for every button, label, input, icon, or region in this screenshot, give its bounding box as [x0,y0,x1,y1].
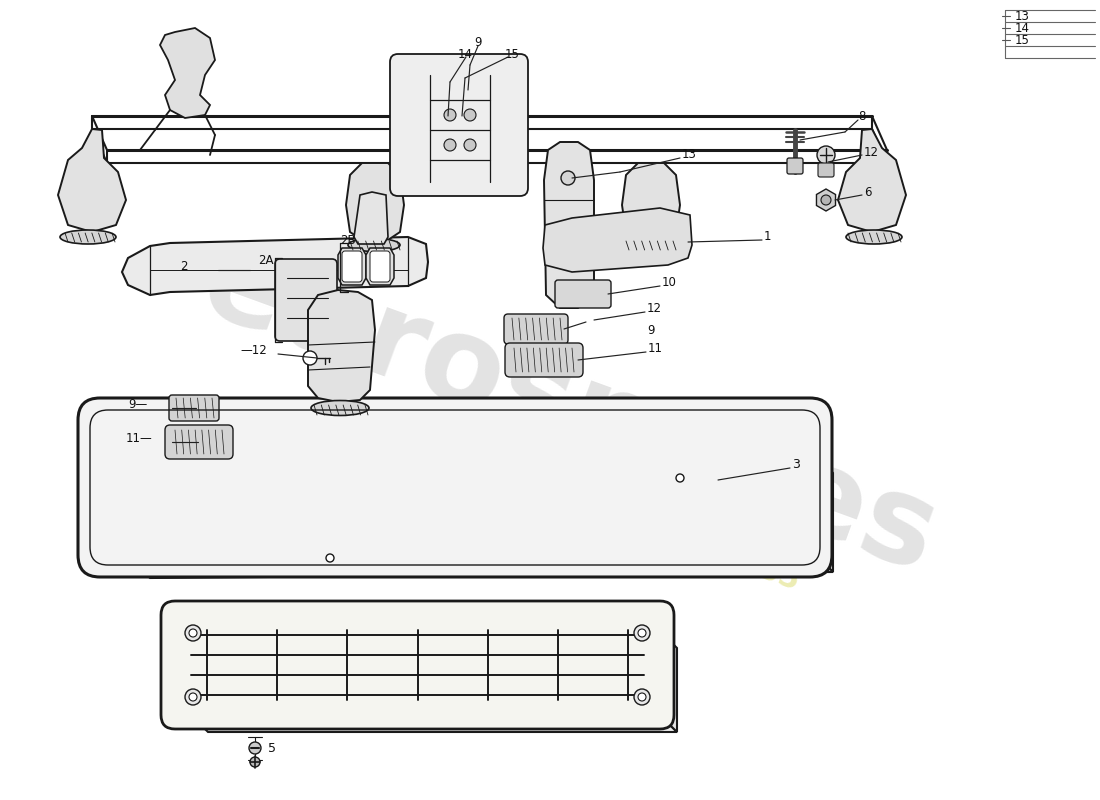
FancyBboxPatch shape [370,251,390,282]
FancyBboxPatch shape [786,158,803,174]
Text: 10: 10 [662,277,676,290]
Circle shape [189,693,197,701]
Polygon shape [116,537,833,578]
Text: eurospares: eurospares [187,223,953,597]
Text: 5: 5 [268,742,276,754]
Text: 11: 11 [648,342,663,355]
Text: —12: —12 [240,345,266,358]
FancyBboxPatch shape [169,395,219,421]
Circle shape [561,171,575,185]
Text: 9—: 9— [128,398,147,411]
Circle shape [444,109,456,121]
Text: 3: 3 [792,458,800,471]
Text: 9: 9 [647,323,654,337]
FancyBboxPatch shape [505,343,583,377]
Ellipse shape [846,230,902,244]
Text: 14: 14 [458,47,473,61]
Text: 11—: 11— [126,433,153,446]
Circle shape [326,554,334,562]
Text: 13: 13 [682,149,697,162]
Circle shape [634,625,650,641]
FancyBboxPatch shape [556,280,610,308]
Polygon shape [798,438,833,572]
Circle shape [464,109,476,121]
FancyBboxPatch shape [390,54,528,196]
Circle shape [817,146,835,164]
Circle shape [638,629,646,637]
Circle shape [302,351,317,365]
Circle shape [185,625,201,641]
Circle shape [250,757,260,767]
Text: 12: 12 [647,302,662,315]
Circle shape [444,139,456,151]
FancyBboxPatch shape [165,425,233,459]
FancyBboxPatch shape [161,601,674,729]
Ellipse shape [624,238,676,251]
Polygon shape [366,248,394,285]
Polygon shape [308,290,375,402]
Text: 12: 12 [864,146,879,158]
Polygon shape [183,707,676,732]
FancyBboxPatch shape [504,314,568,344]
Circle shape [249,742,261,754]
FancyBboxPatch shape [78,398,832,577]
FancyBboxPatch shape [342,251,362,282]
Ellipse shape [60,230,116,244]
Text: 8: 8 [858,110,866,123]
Text: 14: 14 [1015,22,1030,34]
Polygon shape [544,142,594,308]
Circle shape [821,195,830,205]
Text: 2: 2 [180,261,187,274]
Text: 6: 6 [864,186,871,198]
Polygon shape [58,129,126,232]
Ellipse shape [311,401,368,415]
Ellipse shape [348,238,400,251]
Circle shape [638,693,646,701]
Circle shape [676,474,684,482]
Polygon shape [816,189,836,211]
Text: 15: 15 [505,47,520,61]
Polygon shape [543,208,692,272]
FancyBboxPatch shape [275,259,337,341]
Polygon shape [160,28,215,118]
Polygon shape [838,129,906,232]
Circle shape [464,139,476,151]
Polygon shape [621,163,680,240]
Text: 13: 13 [1015,10,1030,22]
Polygon shape [338,248,366,285]
Polygon shape [652,623,676,732]
Polygon shape [346,163,404,240]
FancyBboxPatch shape [818,163,834,177]
Circle shape [634,689,650,705]
Text: 15: 15 [1015,34,1030,46]
Text: 2B: 2B [340,234,355,246]
Polygon shape [354,192,388,244]
Text: a Member of  since 1985: a Member of since 1985 [397,424,803,596]
Text: 2A: 2A [258,254,274,266]
Circle shape [189,629,197,637]
Text: 9: 9 [474,37,482,50]
Text: 1: 1 [764,230,771,243]
Polygon shape [122,237,428,295]
Circle shape [185,689,201,705]
